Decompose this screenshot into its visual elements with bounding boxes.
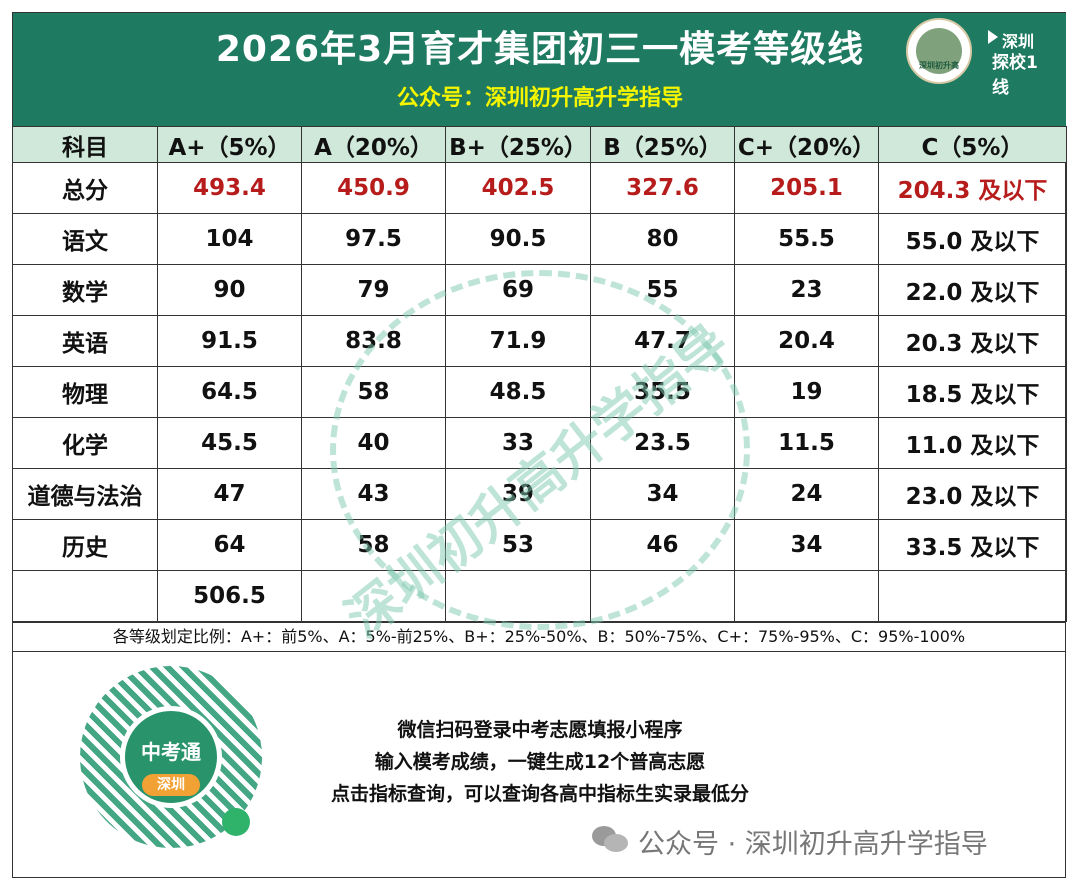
brand-logo: 深圳 探校1线 — [988, 24, 1054, 98]
score-cell: 24 — [734, 468, 879, 520]
subject-cell: 语文 — [12, 213, 158, 265]
score-cell: 33.5 及以下 — [878, 519, 1067, 571]
score-cell: 55.0 及以下 — [878, 213, 1067, 265]
promo-line: 输入模考成绩，一键生成12个普高志愿 — [374, 751, 706, 773]
score-cell: 506.5 — [157, 570, 302, 622]
promo-text: 微信扫码登录中考志愿填报小程序 输入模考成绩，一键生成12个普高志愿 点击指标查… — [270, 714, 810, 810]
subject-cell: 历史 — [12, 519, 158, 571]
subject-cell: 英语 — [12, 315, 158, 367]
score-cell: 204.3 及以下 — [878, 162, 1067, 214]
column-header: C+（20%） — [734, 126, 879, 163]
score-cell: 493.4 — [157, 162, 302, 214]
column-header: A（20%） — [301, 126, 446, 163]
table-row: 语文 104 97.5 90.5 80 55.5 55.0 及以下 — [12, 213, 1067, 265]
table-header-row: 科目 A+（5%） A（20%） B+（25%） B（25%） C+（20%） … — [12, 126, 1067, 163]
brand-logo-line1: 深圳 — [1002, 32, 1035, 51]
score-cell: 47 — [157, 468, 302, 520]
subject-cell: 道德与法治 — [12, 468, 158, 520]
score-cell: 55.5 — [734, 213, 879, 265]
score-cell: 97.5 — [301, 213, 446, 265]
logo-caption: 深圳初升高 — [919, 61, 959, 70]
score-cell: 11.5 — [734, 417, 879, 469]
tower-icon — [916, 28, 962, 74]
promo-line: 点击指标查询，可以查询各高中指标生实录最低分 — [330, 783, 749, 805]
score-cell: 22.0 及以下 — [878, 264, 1067, 316]
subject-cell: 物理 — [12, 366, 158, 418]
score-cell: 18.5 及以下 — [878, 366, 1067, 418]
column-header: C（5%） — [878, 126, 1067, 163]
score-cell: 327.6 — [590, 162, 735, 214]
table-row-total: 总分 493.4 450.9 402.5 327.6 205.1 204.3 及… — [12, 162, 1067, 214]
subject-cell: 数学 — [12, 264, 158, 316]
score-cell: 19 — [734, 366, 879, 418]
score-cell: 64.5 — [157, 366, 302, 418]
promo-line: 微信扫码登录中考志愿填报小程序 — [397, 719, 683, 741]
empty-cell — [734, 570, 879, 622]
score-cell: 90 — [157, 264, 302, 316]
score-cell: 91.5 — [157, 315, 302, 367]
qr-city-badge: 深圳 — [142, 774, 200, 796]
score-cell: 23 — [734, 264, 879, 316]
column-header: 科目 — [12, 126, 158, 163]
score-cell: 205.1 — [734, 162, 879, 214]
score-cell: 23.0 及以下 — [878, 468, 1067, 520]
play-icon — [988, 30, 998, 44]
score-cell: 64 — [157, 519, 302, 571]
page-subtitle: 公众号：深圳初升高升学指导 — [396, 86, 683, 111]
empty-cell — [12, 570, 158, 622]
score-cell: 45.5 — [157, 417, 302, 469]
score-cell: 20.3 及以下 — [878, 315, 1067, 367]
score-cell: 11.0 及以下 — [878, 417, 1067, 469]
subject-cell: 化学 — [12, 417, 158, 469]
score-cell: 34 — [734, 519, 879, 571]
wechat-icon — [592, 824, 630, 852]
title-banner — [13, 13, 1066, 126]
page-title: 2026年3月育才集团初三一模考等级线 — [215, 29, 865, 70]
footer-text: 公众号 · 深圳初升高升学指导 — [638, 829, 988, 860]
score-cell: 450.9 — [301, 162, 446, 214]
qr-center-label: 中考通 — [141, 740, 201, 764]
watermark-stamp — [330, 270, 750, 630]
column-header: A+（5%） — [157, 126, 302, 163]
column-header: B（25%） — [590, 126, 735, 163]
score-cell: 104 — [157, 213, 302, 265]
school-logo: 深圳初升高 — [906, 18, 972, 84]
subject-cell: 总分 — [12, 162, 158, 214]
brand-logo-line2: 探校1线 — [992, 53, 1038, 98]
mini-program-icon — [222, 808, 250, 836]
column-header: B+（25%） — [445, 126, 591, 163]
score-cell: 20.4 — [734, 315, 879, 367]
score-cell: 90.5 — [445, 213, 591, 265]
score-cell: 80 — [590, 213, 735, 265]
score-cell: 402.5 — [445, 162, 591, 214]
empty-cell — [878, 570, 1067, 622]
